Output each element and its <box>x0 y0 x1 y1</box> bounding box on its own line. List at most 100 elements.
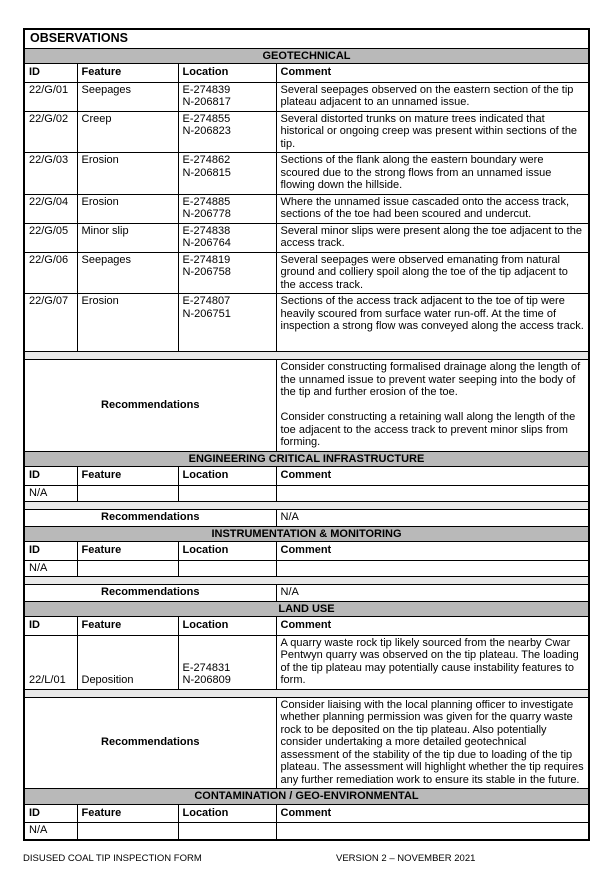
cell-location: E-274807 N-206751 <box>177 293 277 352</box>
cell-id: N/A <box>23 484 78 502</box>
cell-id: 22/G/03 <box>23 152 78 195</box>
cell-comment <box>275 822 590 840</box>
table-row: 22/G/01 Seepages E-274839 N-206817 Sever… <box>23 81 590 112</box>
cell-feature: Erosion <box>76 293 179 352</box>
recommendations-text: N/A <box>275 509 590 527</box>
col-header-location: Location <box>177 63 277 83</box>
column-header-row: ID Feature Location Comment <box>23 541 590 561</box>
cell-feature <box>76 559 179 577</box>
column-header-row: ID Feature Location Comment <box>23 616 590 636</box>
cell-id: 22/G/06 <box>23 251 78 294</box>
separator-row <box>23 576 590 585</box>
recommendations-label: Recommendations <box>23 509 277 527</box>
col-header-feature: Feature <box>76 466 179 486</box>
separator-row <box>23 351 590 360</box>
cell-location: E-274831 N-206809 <box>177 634 277 690</box>
footer-form-name: DISUSED COAL TIP INSPECTION FORM <box>23 852 202 864</box>
cell-feature: Erosion <box>76 152 179 195</box>
recommendations-text: Consider constructing formalised drainag… <box>275 359 590 452</box>
cell-location: E-274885 N-206778 <box>177 193 277 224</box>
recommendations-label: Recommendations <box>23 584 277 602</box>
table-row: N/A <box>23 559 590 577</box>
col-header-feature: Feature <box>76 63 179 83</box>
section-band-instrumentation: INSTRUMENTATION & MONITORING <box>23 525 590 542</box>
section-title-instrumentation: INSTRUMENTATION & MONITORING <box>23 525 590 542</box>
cell-comment: Several distorted trunks on mature trees… <box>275 110 590 153</box>
table-row: 22/G/07 Erosion E-274807 N-206751 Sectio… <box>23 293 590 352</box>
cell-id: N/A <box>23 822 78 840</box>
cell-comment: A quarry waste rock tip likely sourced f… <box>275 634 590 690</box>
column-header-row: ID Feature Location Comment <box>23 63 590 83</box>
cell-location: E-274838 N-206764 <box>177 222 277 253</box>
col-header-feature: Feature <box>76 541 179 561</box>
cell-comment <box>275 559 590 577</box>
section-band-land-use: LAND USE <box>23 600 590 617</box>
recommendations-row: Recommendations Consider liaising with t… <box>23 696 590 789</box>
table-row: 22/G/03 Erosion E-274862 N-206815 Sectio… <box>23 152 590 195</box>
document-page: OBSERVATIONS GEOTECHNICAL ID Feature Loc… <box>23 28 590 864</box>
separator-cell <box>23 501 590 510</box>
recommendations-label: Recommendations <box>23 359 277 452</box>
col-header-comment: Comment <box>275 616 590 636</box>
recommendations-text: N/A <box>275 584 590 602</box>
title-row: OBSERVATIONS <box>23 28 590 49</box>
separator-cell <box>23 576 590 585</box>
separator-row <box>23 688 590 698</box>
section-band-contamination: CONTAMINATION / GEO-ENVIRONMENTAL <box>23 788 590 805</box>
cell-location: E-274839 N-206817 <box>177 81 277 112</box>
col-header-location: Location <box>177 803 277 823</box>
col-header-location: Location <box>177 616 277 636</box>
table-row: 22/G/02 Creep E-274855 N-206823 Several … <box>23 110 590 153</box>
observations-table: OBSERVATIONS GEOTECHNICAL ID Feature Loc… <box>23 28 590 841</box>
section-band-geotechnical: GEOTECHNICAL <box>23 47 590 64</box>
cell-comment: Several seepages were observed emanating… <box>275 251 590 294</box>
recommendations-row: Recommendations N/A <box>23 584 590 602</box>
cell-id: 22/G/07 <box>23 293 78 352</box>
recommendations-row: Recommendations N/A <box>23 509 590 527</box>
section-title-land-use: LAND USE <box>23 600 590 617</box>
section-band-engineering: ENGINEERING CRITICAL INFRASTRUCTURE <box>23 450 590 467</box>
col-header-feature: Feature <box>76 616 179 636</box>
cell-id: 22/G/04 <box>23 193 78 224</box>
col-header-feature: Feature <box>76 803 179 823</box>
section-title-contamination: CONTAMINATION / GEO-ENVIRONMENTAL <box>23 788 590 805</box>
table-row: 22/G/06 Seepages E-274819 N-206758 Sever… <box>23 251 590 294</box>
col-header-id: ID <box>23 616 78 636</box>
cell-location: E-274862 N-206815 <box>177 152 277 195</box>
column-header-row: ID Feature Location Comment <box>23 803 590 823</box>
cell-comment: Several minor slips were present along t… <box>275 222 590 253</box>
cell-feature: Erosion <box>76 193 179 224</box>
col-header-id: ID <box>23 541 78 561</box>
col-header-comment: Comment <box>275 466 590 486</box>
cell-id: 22/G/01 <box>23 81 78 112</box>
col-header-location: Location <box>177 541 277 561</box>
cell-comment: Where the unnamed issue cascaded onto th… <box>275 193 590 224</box>
cell-comment: Sections of the access track adjacent to… <box>275 293 590 352</box>
cell-location: E-274819 N-206758 <box>177 251 277 294</box>
separator-row <box>23 501 590 510</box>
cell-id: N/A <box>23 559 78 577</box>
table-row: 22/G/05 Minor slip E-274838 N-206764 Sev… <box>23 222 590 253</box>
table-row: N/A <box>23 822 590 840</box>
table-row: 22/L/01 Deposition E-274831 N-206809 A q… <box>23 634 590 690</box>
col-header-comment: Comment <box>275 803 590 823</box>
page-footer: DISUSED COAL TIP INSPECTION FORM VERSION… <box>23 853 588 864</box>
cell-feature: Creep <box>76 110 179 153</box>
col-header-comment: Comment <box>275 63 590 83</box>
separator-cell <box>23 351 590 360</box>
separator-cell <box>23 688 590 698</box>
table-row: N/A <box>23 484 590 502</box>
cell-location: E-274855 N-206823 <box>177 110 277 153</box>
recommendations-text: Consider liaising with the local plannin… <box>275 696 590 789</box>
cell-feature: Minor slip <box>76 222 179 253</box>
section-title-geotechnical: GEOTECHNICAL <box>23 47 590 64</box>
cell-feature: Seepages <box>76 251 179 294</box>
col-header-id: ID <box>23 803 78 823</box>
cell-feature <box>76 822 179 840</box>
recommendations-row: Recommendations Consider constructing fo… <box>23 359 590 452</box>
cell-location <box>177 822 277 840</box>
cell-id: 22/L/01 <box>23 634 78 690</box>
cell-location <box>177 484 277 502</box>
col-header-id: ID <box>23 466 78 486</box>
recommendations-label: Recommendations <box>23 696 277 789</box>
